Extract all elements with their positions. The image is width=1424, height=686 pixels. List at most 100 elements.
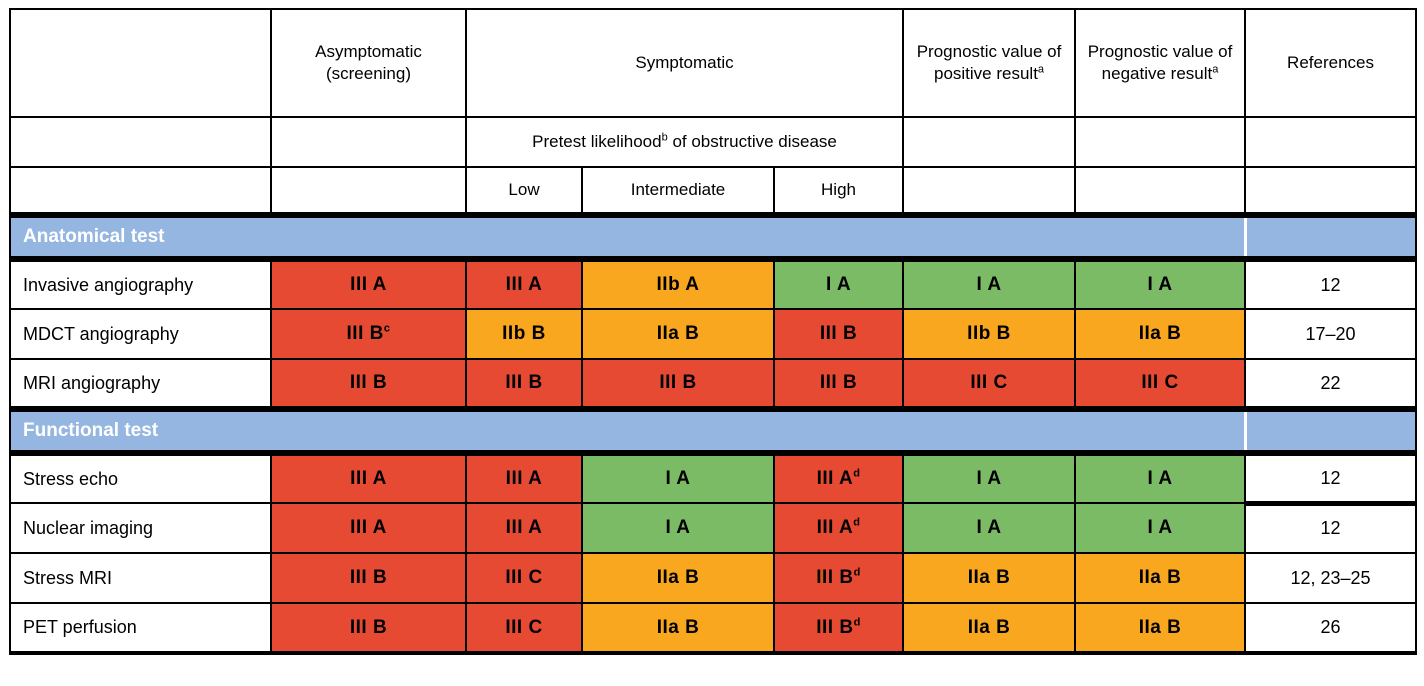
grade-cell: IIb A — [581, 258, 775, 310]
grade-text: IIa B — [967, 616, 1011, 638]
recommendation-table: Asymptomatic (screening) Symptomatic Pro… — [8, 8, 1418, 655]
grade-text: IIa B — [1138, 323, 1182, 344]
header-asymptomatic: Asymptomatic (screening) — [270, 8, 467, 118]
grade-text: III A — [505, 468, 543, 489]
empty-cell — [902, 166, 1077, 216]
section-header-anatomical: Anatomical test — [8, 212, 1418, 262]
grade-cell: I A — [902, 452, 1077, 504]
footnote-marker: d — [853, 516, 861, 529]
grade-cell: III B — [270, 358, 467, 410]
footnote-marker-a: a — [1212, 63, 1219, 76]
header-row-2: Pretest likelihoodb of obstructive disea… — [9, 116, 1418, 168]
grade-cell: III B — [270, 552, 467, 604]
grade-text: I A — [976, 468, 1002, 489]
grade-cell: III Bd — [772, 552, 905, 604]
grade-cell: III C — [465, 602, 583, 655]
grade-cell: IIa B — [581, 602, 775, 655]
grade-cell: III B — [465, 358, 583, 410]
grade-cell: III C — [465, 552, 583, 604]
refs-cell: 12 — [1244, 258, 1418, 310]
grade-cell: I A — [902, 502, 1077, 554]
grade-text: I A — [665, 468, 691, 489]
grade-text: I A — [825, 274, 852, 295]
refs-cell: 12 — [1244, 452, 1418, 506]
grade-text: IIb B — [502, 323, 546, 344]
refs-cell: 12 — [1244, 502, 1418, 554]
header-pretest-post: of obstructive disease — [667, 131, 837, 151]
header-references: References — [1244, 8, 1418, 118]
grade-text: III B — [659, 372, 697, 393]
footnote-marker-a: a — [1037, 63, 1045, 76]
grade-cell: I A — [581, 502, 775, 554]
empty-corner-cell — [9, 8, 272, 118]
header-prognostic-negative-text: Prognostic value of negative result — [1087, 41, 1233, 83]
grade-text: IIa B — [1138, 567, 1182, 588]
grade-cell: III Bc — [270, 308, 467, 360]
header-pretest-pre: Pretest likelihood — [532, 131, 662, 151]
header-high: High — [772, 166, 905, 216]
grade-cell: III B — [772, 308, 905, 360]
grade-text: I A — [665, 517, 691, 538]
grade-text: IIa B — [656, 323, 700, 344]
grade-cell: IIa B — [1074, 602, 1247, 655]
grade-cell: III B — [772, 358, 905, 410]
grade-cell: IIa B — [581, 552, 775, 604]
section-label-anatomical: Anatomical test — [8, 212, 1247, 262]
empty-cell — [1074, 116, 1247, 168]
empty-cell — [1244, 116, 1418, 168]
grade-text: III A — [816, 517, 854, 538]
row-label: Stress echo — [9, 452, 272, 504]
grade-text: I A — [1147, 517, 1173, 538]
section-band-references-cell — [1243, 212, 1418, 262]
grade-cell: III B — [581, 358, 775, 410]
row-label: Invasive angiography — [9, 258, 272, 310]
grade-text: III B — [505, 372, 543, 393]
grade-text: III A — [350, 274, 387, 295]
table-row-mdct-angiography: MDCT angiography III Bc IIb B IIa B III … — [9, 308, 1418, 360]
footnote-marker: d — [853, 467, 861, 480]
grade-text: I A — [976, 517, 1002, 538]
grade-text: III C — [505, 616, 543, 638]
grade-cell: I A — [581, 452, 775, 504]
grade-cell: I A — [902, 258, 1077, 310]
row-label: MRI angiography — [9, 358, 272, 410]
grade-cell: III A — [270, 452, 467, 504]
grade-cell: IIa B — [1074, 308, 1247, 360]
header-prognostic-positive: Prognostic value of positive resulta — [902, 8, 1077, 118]
header-symptomatic: Symptomatic — [464, 8, 905, 118]
grade-cell: I A — [1074, 502, 1247, 554]
refs-cell: 12, 23–25 — [1244, 552, 1418, 604]
grade-cell: I A — [772, 258, 905, 310]
row-label: Nuclear imaging — [9, 502, 272, 554]
empty-cell — [270, 166, 467, 216]
header-prognostic-negative: Prognostic value of negative resulta — [1074, 8, 1247, 118]
grade-cell: IIa B — [581, 308, 775, 360]
grade-cell: III C — [1074, 358, 1247, 410]
footnote-marker: c — [383, 322, 391, 335]
grade-cell: III Ad — [772, 452, 905, 504]
grade-text: I A — [1147, 274, 1173, 295]
grade-text: III B — [349, 567, 388, 588]
header-intermediate: Intermediate — [581, 166, 775, 216]
grade-text: III B — [819, 372, 858, 393]
table-row-stress-echo: Stress echo III A III A I A III Ad I A I… — [9, 452, 1418, 506]
table-row-stress-mri: Stress MRI III B III C IIa B III Bd IIa … — [9, 552, 1418, 604]
grade-text: IIa B — [967, 567, 1011, 588]
grade-cell: I A — [1074, 452, 1247, 504]
grade-text: III B — [349, 616, 388, 638]
empty-cell — [902, 116, 1077, 168]
grade-text: I A — [1147, 468, 1173, 489]
header-prognostic-positive-text: Prognostic value of positive result — [916, 41, 1062, 83]
grade-cell: IIa B — [1074, 552, 1247, 604]
header-row-3: Low Intermediate High — [9, 166, 1418, 216]
grade-text: IIa B — [656, 616, 700, 638]
grade-text: III A — [350, 517, 387, 538]
grade-cell: III A — [465, 258, 583, 310]
grade-text: III B — [816, 567, 854, 588]
grade-text: III C — [970, 372, 1008, 393]
grade-text: IIa B — [656, 567, 700, 588]
grade-cell: III A — [270, 258, 467, 310]
row-label: Stress MRI — [9, 552, 272, 604]
table-row-mri-angiography: MRI angiography III B III B III B III B … — [9, 358, 1418, 410]
header-row-1: Asymptomatic (screening) Symptomatic Pro… — [9, 8, 1418, 118]
